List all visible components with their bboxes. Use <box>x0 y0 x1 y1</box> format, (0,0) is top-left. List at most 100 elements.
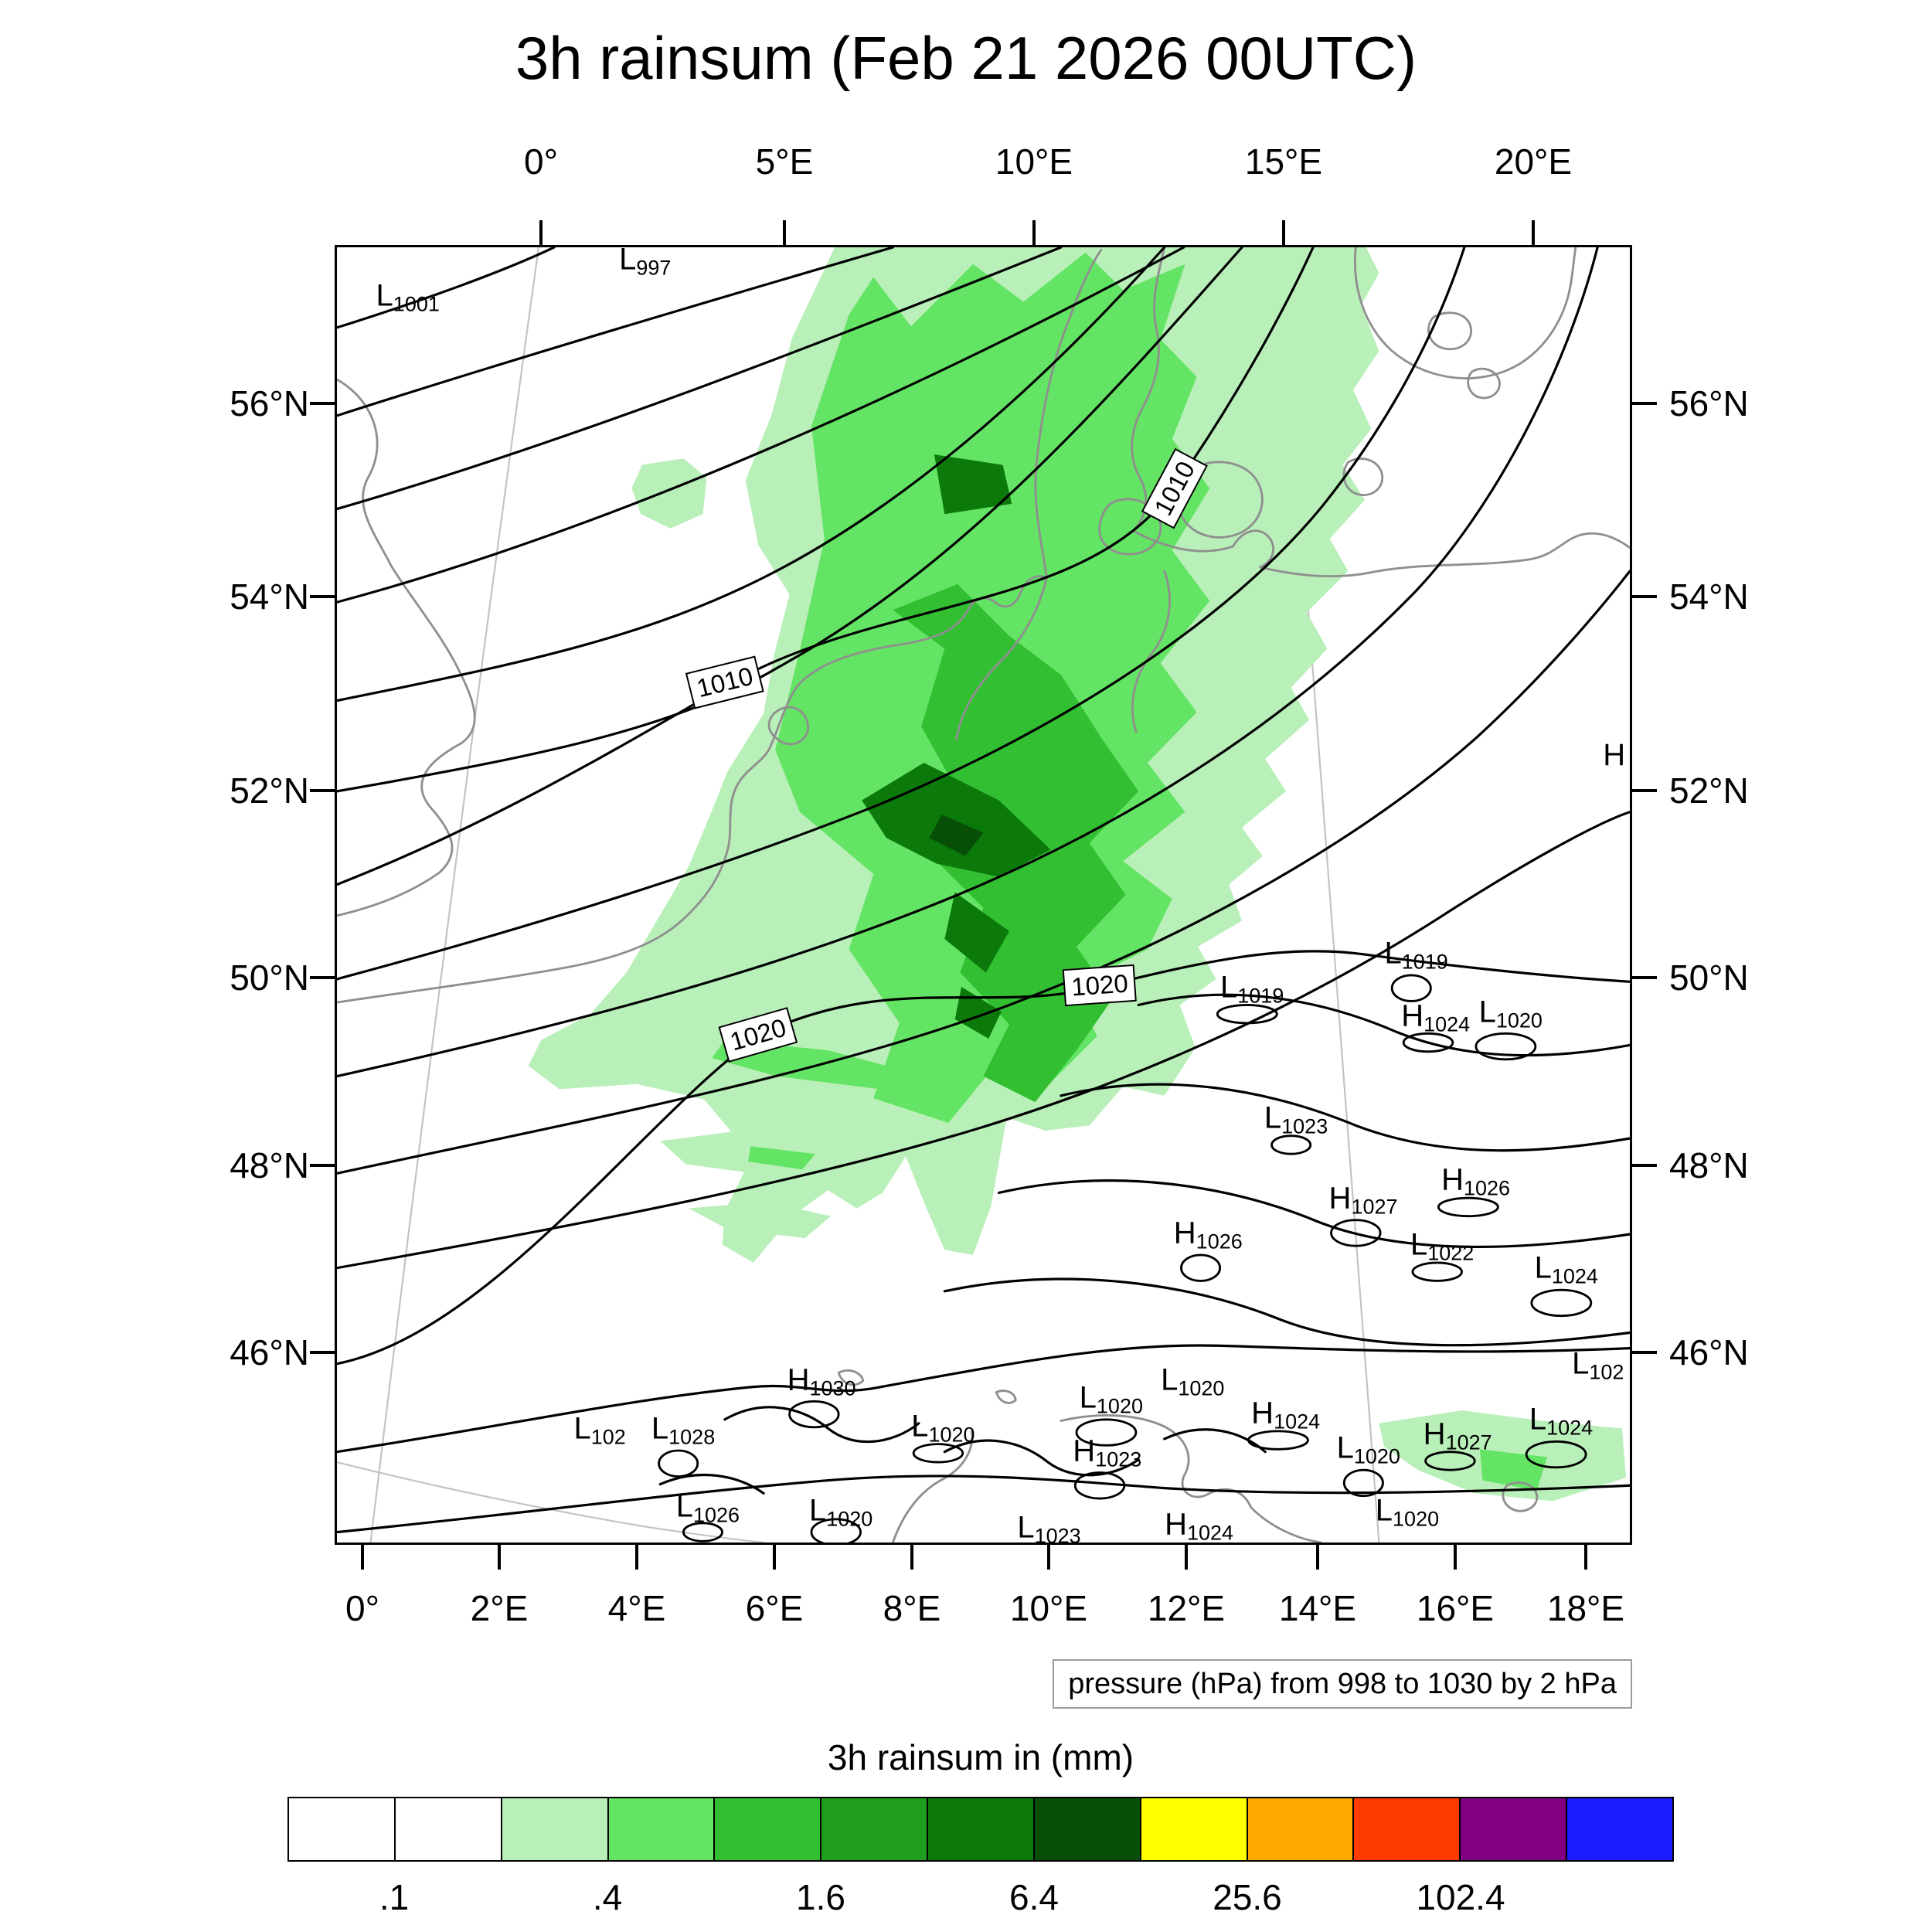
pressure-center-letter: L <box>1220 970 1238 1005</box>
tick-right <box>1632 976 1657 979</box>
pressure-center-letter: L <box>1079 1380 1097 1415</box>
pressure-center-letter: L <box>1534 1250 1552 1285</box>
isobar-se-1 <box>1137 993 1630 1057</box>
pressure-center-value: 1020 <box>1096 1394 1143 1418</box>
pressure-center-loops-layer <box>658 974 1593 1543</box>
tick-bottom <box>1316 1545 1319 1570</box>
pressure-center-value: 1020 <box>826 1507 873 1531</box>
coast-bornholm <box>1342 457 1384 496</box>
colorbar-cell-4 <box>608 1798 716 1860</box>
pressure-center-value: 1020 <box>1178 1376 1225 1400</box>
colorbar-cell-12 <box>1461 1798 1568 1860</box>
rain-streak-bright-2 <box>748 1146 816 1170</box>
pressure-center-value: 997 <box>636 256 672 280</box>
axis-label-left: 54°N <box>230 577 309 617</box>
pressure-center: H 1027 <box>1329 1181 1398 1217</box>
pressure-center-letter: L <box>651 1411 669 1446</box>
isobar-1008 <box>337 247 1243 793</box>
pressure-center: H 1023 <box>1073 1434 1141 1470</box>
pressure-center-loop <box>1525 1440 1587 1469</box>
pressure-center-loop <box>1247 1430 1309 1451</box>
pressure-center-letter: L <box>1529 1402 1547 1437</box>
pressure-center-letter: L <box>1572 1346 1590 1381</box>
axis-label-bottom: 0° <box>345 1588 379 1628</box>
isobar-1002 <box>337 247 1063 511</box>
tick-left <box>310 1164 335 1167</box>
pressure-center-loop <box>1342 1468 1384 1498</box>
pressure-center-value: 1024 <box>1274 1410 1321 1434</box>
pressure-center-value: 1020 <box>1393 1507 1440 1531</box>
isobar-alps-1 <box>723 1406 920 1444</box>
axis-label-top: 15°E <box>1244 141 1323 182</box>
pressure-center: L 1024 <box>1529 1403 1593 1439</box>
pressure-center-loop <box>810 1518 862 1543</box>
tick-top <box>539 220 543 245</box>
colorbar-tick-label: .4 <box>592 1877 623 1917</box>
pressure-center-value: 1023 <box>1281 1114 1328 1138</box>
pressure-center-loop <box>1075 1418 1138 1447</box>
isobar-1024 <box>337 1475 1630 1534</box>
pressure-center: L 1020 <box>1080 1380 1143 1417</box>
colorbar-tick-label: .1 <box>379 1877 410 1917</box>
axis-label-bottom: 2°E <box>470 1588 529 1628</box>
pressure-center: L 1020 <box>809 1493 872 1529</box>
contour-label: 1010 <box>685 655 765 709</box>
tick-bottom <box>1454 1545 1457 1570</box>
pressure-center-letter: H <box>1165 1507 1187 1542</box>
map-overlay: 1010 1010 1020 1020 L 997 L 1001 L 1019 L 1019 H 1024… <box>337 247 1630 1543</box>
axis-label-bottom: 14°E <box>1278 1588 1357 1628</box>
pressure-center-loop <box>788 1400 840 1429</box>
contour-label: 1020 <box>1062 964 1138 1007</box>
colorbar-cell-11 <box>1354 1798 1461 1860</box>
lake-alpine-1 <box>837 1369 865 1386</box>
axis-label-left: 50°N <box>230 957 309 998</box>
pressure-center-value: 1019 <box>1237 984 1284 1008</box>
colorbar-title: 3h rainsum in (mm) <box>827 1737 1134 1777</box>
colorbar-tick-label: 102.4 <box>1416 1877 1505 1917</box>
axis-label-right: 54°N <box>1669 577 1749 617</box>
pressure-center-loop <box>1390 974 1432 1002</box>
coast-sweden <box>1354 247 1577 379</box>
pressure-center-loop <box>658 1449 699 1478</box>
pressure-center-letter: L <box>1017 1510 1035 1543</box>
pressure-center-letter: L <box>1336 1430 1354 1465</box>
colorbar-cell-1 <box>289 1798 396 1860</box>
pressure-center: L 1020 <box>1376 1493 1439 1529</box>
pressure-center-letter: H <box>1328 1181 1352 1216</box>
colorbar <box>287 1797 1674 1862</box>
map-frame: 1010 1010 1020 1020 L 997 L 1001 L 1019 L 1019 H 1024… <box>335 245 1632 1545</box>
pressure-center-loop <box>1530 1288 1593 1318</box>
tick-bottom <box>1185 1545 1188 1570</box>
isobar-alps-4 <box>1163 1428 1267 1454</box>
isobar-alps-2 <box>943 1439 1140 1477</box>
pressure-center-letter: L <box>675 1489 693 1524</box>
colorbar-tick-label: 1.6 <box>796 1877 845 1917</box>
isobar-1022 <box>337 1344 1630 1454</box>
pressure-center-loop <box>1437 1196 1499 1218</box>
meridian-0E <box>369 247 540 1543</box>
parallel-45N <box>337 1461 764 1543</box>
page-title: 3h rainsum (Feb 21 2026 00UTC) <box>515 24 1417 92</box>
isobar-1000 <box>337 247 894 417</box>
colorbar-cell-7 <box>928 1798 1035 1860</box>
axis-label-bottom: 6°E <box>745 1588 804 1628</box>
axis-label-right: 46°N <box>1669 1332 1749 1372</box>
axis-label-left: 52°N <box>230 770 309 811</box>
pressure-center-letter: L <box>619 247 637 277</box>
tick-left <box>310 402 335 405</box>
isobar-1010 <box>337 247 1315 886</box>
axis-label-top: 10°E <box>995 141 1073 182</box>
contour-label: 1010 <box>1141 447 1209 529</box>
pressure-center-loop <box>1475 1032 1537 1061</box>
pressure-center-letter: H <box>1251 1396 1274 1430</box>
lake-alpine-2 <box>995 1389 1017 1404</box>
pressure-center-letter: L <box>1410 1227 1428 1262</box>
colorbar-cell-6 <box>821 1798 929 1860</box>
pressure-center: L 1020 <box>1161 1362 1224 1399</box>
axis-label-bottom: 12°E <box>1147 1588 1226 1628</box>
tick-bottom <box>910 1545 913 1570</box>
pressure-center-letter: L <box>376 278 393 313</box>
pressure-center-letter: L <box>573 1411 591 1446</box>
tick-right <box>1632 595 1657 598</box>
